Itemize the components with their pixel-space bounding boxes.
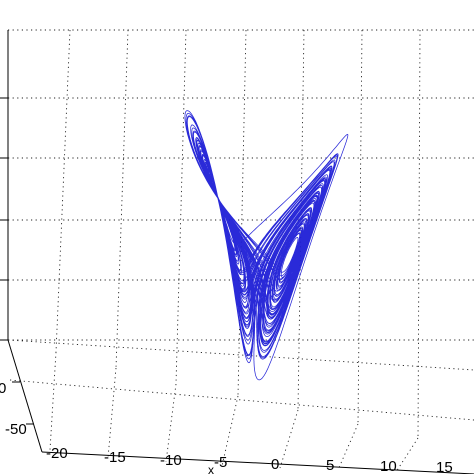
y-tick-label: 0: [0, 380, 6, 397]
floor-grid: [7, 339, 474, 473]
y-tick-label: -50: [5, 421, 27, 438]
y-axis-ticks: 0 -50: [0, 380, 27, 438]
x-tick-label: -5: [214, 454, 227, 471]
axes-frame: [0, 30, 474, 474]
x-tick-label: -10: [160, 452, 182, 469]
back-wall-grid: [8, 29, 474, 439]
x-tick-label: -15: [104, 449, 126, 466]
x-axis-ticks: -20 -15 -10 -5 0 5 10 15: [46, 445, 453, 474]
x-tick-label: 0: [271, 456, 279, 473]
x-axis-label: x: [208, 463, 214, 474]
x-tick-label: -20: [46, 445, 68, 462]
x-tick-label: 10: [380, 458, 397, 474]
trajectory-line: [184, 110, 349, 381]
x-tick-label: 15: [436, 459, 453, 474]
lorenz-trajectory: [184, 110, 349, 381]
x-tick-label: 5: [326, 457, 334, 474]
